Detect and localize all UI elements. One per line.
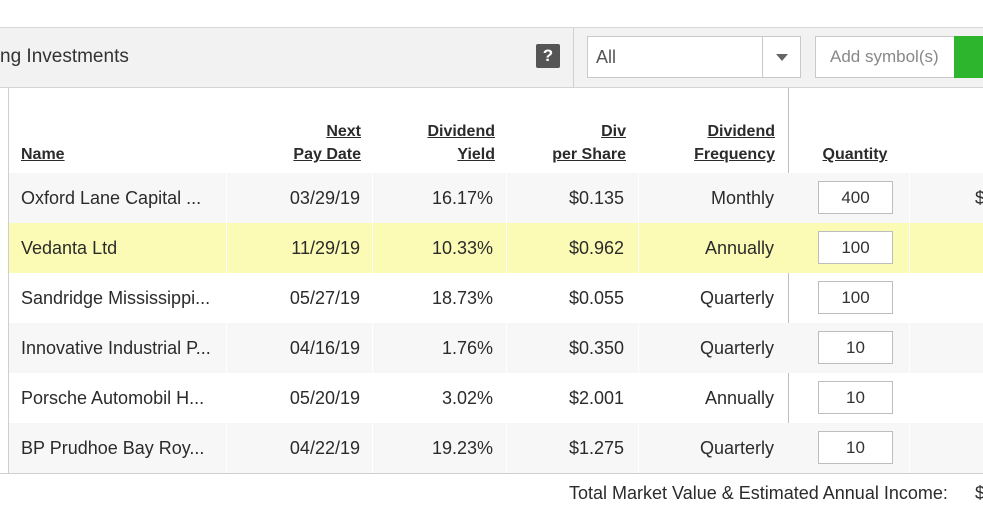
column-divider (372, 173, 373, 223)
column-divider (372, 323, 373, 373)
header-dividend-yield-line-2: Yield (457, 146, 495, 163)
column-divider (226, 223, 227, 273)
header-div-per-share-line-2: per Share (552, 146, 626, 163)
table-bottom-border (0, 473, 983, 474)
total-value: $ (975, 483, 983, 503)
cell-frequency: Annually (704, 388, 774, 408)
cell-next-pay-date: 11/29/19 (291, 238, 360, 258)
table-row[interactable]: Vedanta Ltd 11/29/19 10.33% $0.962 Annua… (9, 223, 983, 273)
header-next-pay-date-line-1: Next (326, 123, 361, 140)
quantity-input[interactable] (818, 281, 893, 314)
cell-frequency: Quarterly (699, 338, 774, 358)
table-row[interactable]: Oxford Lane Capital ... 03/29/19 16.17% … (9, 173, 983, 223)
table-row[interactable]: Innovative Industrial P... 04/16/19 1.76… (9, 323, 983, 373)
cell-div-per-share: $0.055 (568, 288, 624, 308)
cell-next-pay-date: 05/20/19 (289, 388, 360, 408)
quantity-column-divider (788, 88, 789, 473)
column-divider (638, 173, 639, 223)
cell-dividend-yield: 19.23% (431, 438, 493, 458)
header-name[interactable]: Name (21, 143, 65, 166)
column-divider (638, 423, 639, 473)
quantity-input[interactable] (818, 431, 893, 464)
column-divider (372, 423, 373, 473)
cell-name[interactable]: Vedanta Ltd (21, 238, 118, 258)
cell-market-value: $ (975, 188, 983, 208)
cell-div-per-share: $0.962 (568, 238, 624, 258)
filter-dropdown-button[interactable] (762, 37, 800, 77)
cell-div-per-share: $2.001 (568, 388, 624, 408)
table-row[interactable]: Sandridge Mississippi... 05/27/19 18.73%… (9, 273, 983, 323)
toolbar-divider (573, 28, 574, 88)
cell-next-pay-date: 05/27/19 (289, 288, 360, 308)
cell-dividend-yield: 16.17% (431, 188, 493, 208)
cell-frequency: Quarterly (699, 288, 774, 308)
cell-next-pay-date: 04/22/19 (289, 438, 360, 458)
cell-dividend-yield: 18.73% (431, 288, 493, 308)
page-title: ng Investments (0, 46, 129, 67)
table-row[interactable]: Porsche Automobil H... 05/20/19 3.02% $2… (9, 373, 983, 423)
quantity-input[interactable] (818, 231, 893, 264)
quantity-input[interactable] (818, 181, 893, 214)
header-name-line-1: Name (21, 146, 65, 163)
cell-dividend-yield: 10.33% (431, 238, 493, 258)
header-div-per-share-line-1: Div (601, 123, 626, 140)
header-quantity[interactable]: Quantity (805, 143, 905, 166)
cell-name[interactable]: Sandridge Mississippi... (21, 288, 211, 308)
cell-div-per-share: $1.275 (568, 438, 624, 458)
table-row[interactable]: BP Prudhoe Bay Roy... 04/22/19 19.23% $1… (9, 423, 983, 473)
cell-name[interactable]: Oxford Lane Capital ... (21, 188, 202, 208)
column-divider (506, 173, 507, 223)
cell-div-per-share: $0.135 (568, 188, 624, 208)
column-divider (506, 423, 507, 473)
total-label: Total Market Value & Estimated Annual In… (569, 483, 948, 503)
cell-name[interactable]: Innovative Industrial P... (21, 338, 211, 358)
column-divider (506, 323, 507, 373)
header-quantity-line-1: Quantity (822, 146, 888, 163)
toolbar: ng Investments ? All (0, 28, 983, 88)
chevron-down-icon (776, 54, 788, 61)
cell-name[interactable]: Porsche Automobil H... (21, 388, 205, 408)
column-divider (372, 223, 373, 273)
column-divider (226, 173, 227, 223)
cell-dividend-yield: 3.02% (441, 388, 493, 408)
column-divider (909, 323, 910, 373)
add-symbol-input[interactable] (815, 36, 955, 78)
quantity-input[interactable] (818, 381, 893, 414)
cell-next-pay-date: 03/29/19 (289, 188, 360, 208)
header-next-pay-date-line-2: Pay Date (293, 146, 361, 163)
top-strip (0, 0, 983, 28)
header-dividend-yield[interactable]: Dividend Yield (395, 120, 495, 166)
header-dividend-frequency-line-1: Dividend (707, 123, 775, 140)
header-dividend-frequency[interactable]: Dividend Frequency (660, 120, 775, 166)
filter-select[interactable]: All (587, 36, 801, 78)
header-next-pay-date[interactable]: Next Pay Date (261, 120, 361, 166)
cell-name[interactable]: BP Prudhoe Bay Roy... (21, 438, 205, 458)
cell-div-per-share: $0.350 (568, 338, 624, 358)
cell-frequency: Monthly (710, 188, 774, 208)
column-divider (226, 323, 227, 373)
column-divider (909, 173, 910, 223)
header-dividend-frequency-line-2: Frequency (694, 146, 775, 163)
column-divider (638, 323, 639, 373)
filter-value: All (596, 47, 617, 67)
column-divider (909, 223, 910, 273)
column-divider (638, 223, 639, 273)
header-div-per-share[interactable]: Div per Share (526, 120, 626, 166)
add-symbol-button[interactable] (954, 36, 983, 78)
column-divider (909, 423, 910, 473)
help-icon[interactable]: ? (536, 44, 560, 68)
column-divider (506, 223, 507, 273)
cell-dividend-yield: 1.76% (441, 338, 493, 358)
quantity-input[interactable] (818, 331, 893, 364)
cell-frequency: Quarterly (699, 438, 774, 458)
header-dividend-yield-line-1: Dividend (427, 123, 495, 140)
cell-next-pay-date: 04/16/19 (289, 338, 360, 358)
table-left-border (8, 88, 9, 473)
column-divider (226, 423, 227, 473)
cell-frequency: Annually (704, 238, 774, 258)
